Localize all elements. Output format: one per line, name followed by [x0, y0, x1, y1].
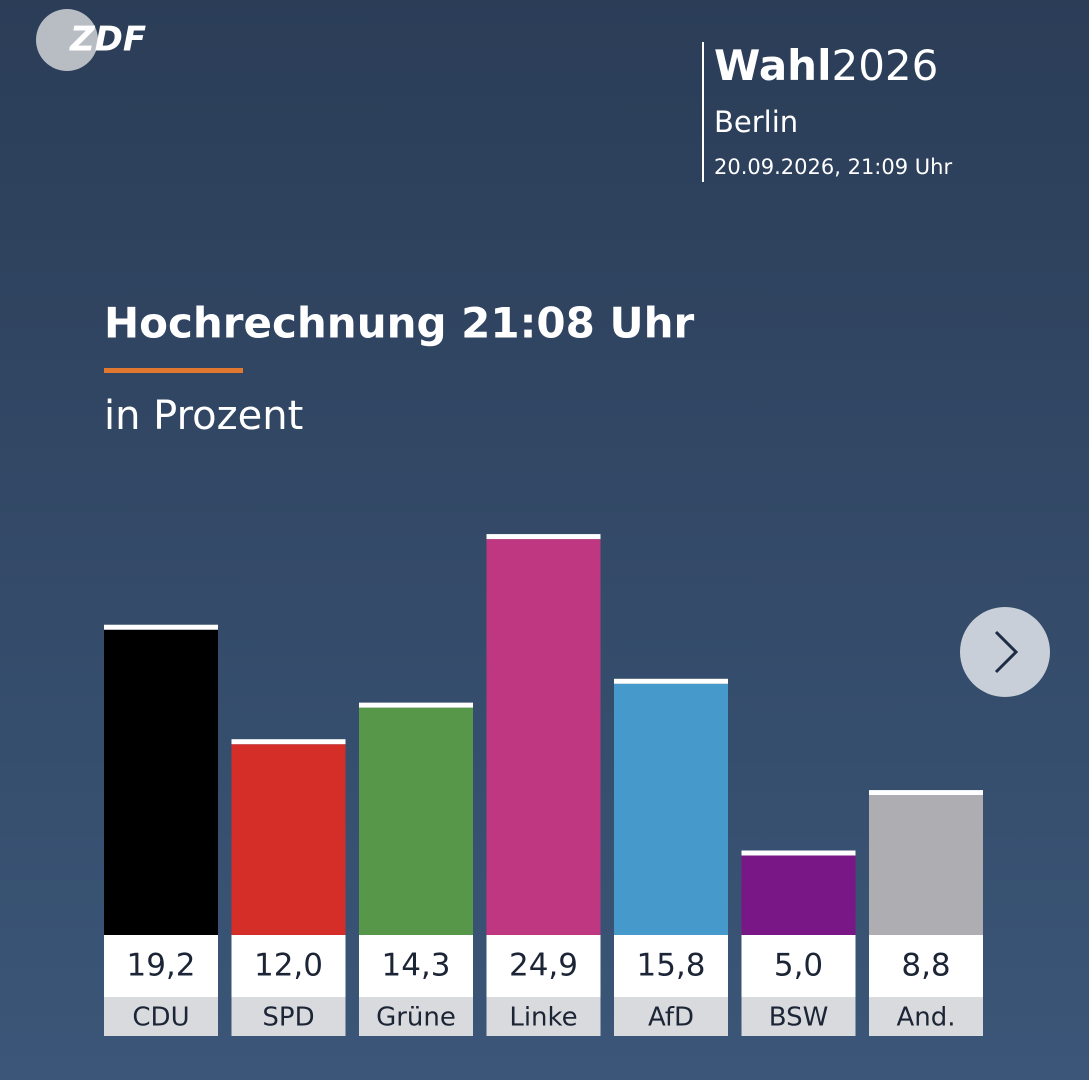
- value-label: 24,9: [509, 948, 578, 984]
- x-tick-label: Grüne: [376, 1003, 456, 1033]
- value-label: 12,0: [254, 948, 323, 984]
- value-box: [359, 935, 473, 997]
- logo: ZDF: [69, 20, 146, 60]
- bar: [359, 707, 473, 935]
- value-label: 15,8: [636, 948, 705, 984]
- bar-cap: [104, 624, 218, 630]
- bar-cap: [231, 739, 346, 745]
- x-tick-label: BSW: [769, 1003, 829, 1033]
- value-box: [741, 935, 856, 997]
- x-tick-label: SPD: [262, 1003, 314, 1033]
- bar-cap: [359, 702, 473, 708]
- bar-cap: [486, 534, 601, 540]
- chart-subtitle: in Prozent: [104, 393, 303, 439]
- category-box: [741, 997, 856, 1036]
- value-label: 5,0: [774, 948, 823, 984]
- brand-year: 2026: [831, 41, 938, 90]
- timestamp: 20.09.2026, 21:09 Uhr: [714, 155, 952, 179]
- value-box: [231, 935, 346, 997]
- bar-cap: [869, 790, 983, 796]
- title-underline: [104, 368, 243, 373]
- brand-bold: Wahl: [714, 41, 831, 90]
- x-tick-label: AfD: [648, 1003, 694, 1033]
- x-tick-label: Linke: [509, 1003, 577, 1033]
- bar: [104, 629, 218, 935]
- logo-disc: [36, 9, 98, 71]
- x-tick-label: CDU: [132, 1003, 189, 1033]
- value-box: [614, 935, 728, 997]
- bar-cap: [741, 850, 856, 856]
- category-box: [231, 997, 346, 1036]
- bar-cap: [614, 678, 728, 684]
- bar: [741, 855, 856, 935]
- value-box: [486, 935, 601, 997]
- next-button[interactable]: [960, 607, 1050, 697]
- category-box: [614, 997, 728, 1036]
- category-box: [104, 997, 218, 1036]
- value-label: 14,3: [381, 948, 450, 984]
- category-box: [486, 997, 601, 1036]
- brand: Wahl2026: [714, 41, 938, 90]
- bar: [231, 744, 346, 935]
- value-box: [104, 935, 218, 997]
- chart-title: Hochrechnung 21:08 Uhr: [104, 299, 695, 348]
- category-box: [869, 997, 983, 1036]
- next-button-bg[interactable]: [960, 607, 1050, 697]
- category-box: [359, 997, 473, 1036]
- bar: [614, 683, 728, 935]
- x-tick-label: And.: [896, 1003, 955, 1033]
- value-label: 19,2: [126, 948, 195, 984]
- value-box: [869, 935, 983, 997]
- bar: [486, 539, 601, 935]
- region: Berlin: [714, 105, 798, 139]
- bar: [869, 795, 983, 935]
- value-label: 8,8: [901, 948, 950, 984]
- next-chevron[interactable]: [994, 630, 1019, 674]
